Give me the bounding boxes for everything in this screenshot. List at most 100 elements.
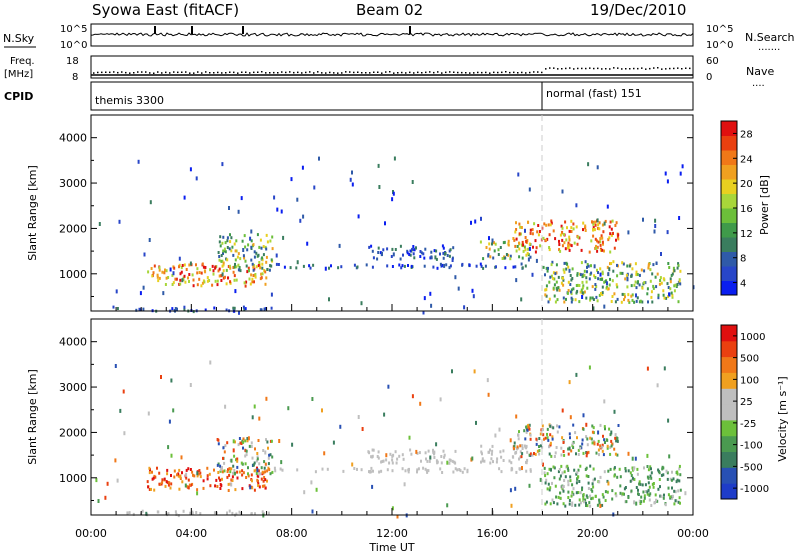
velocity-echo	[564, 504, 567, 508]
power-echo	[158, 266, 161, 270]
power-echo	[616, 263, 618, 267]
power-echo	[222, 261, 225, 265]
velocity-echo	[192, 473, 194, 477]
nave-dot	[413, 72, 415, 74]
nave-dot	[293, 71, 295, 74]
velocity-echo	[326, 467, 329, 471]
power-echo	[489, 255, 492, 259]
power-echo	[571, 267, 574, 271]
power-echo	[545, 223, 548, 227]
velocity-echo	[547, 438, 550, 442]
velocity-echo	[671, 496, 674, 500]
power-echo	[614, 224, 617, 227]
velocity-echo	[181, 471, 183, 475]
velocity-echo	[488, 450, 491, 454]
velocity-echo	[263, 476, 266, 479]
velocity-echo	[545, 500, 548, 504]
power-echoes	[98, 156, 695, 315]
velocity-echo	[611, 489, 614, 493]
nave-dot	[157, 71, 159, 73]
power-echo	[371, 249, 374, 253]
power-echo	[192, 278, 195, 282]
velocity-echo	[571, 483, 574, 487]
power-echo	[594, 283, 597, 286]
velocity-echo	[535, 442, 538, 446]
velocity-echo	[613, 474, 616, 478]
velocity-echo	[629, 471, 632, 475]
velocity-echo	[676, 472, 679, 476]
velocity-ytick-label: 4000	[59, 336, 87, 349]
power-echo	[164, 283, 167, 286]
power-echo	[636, 296, 639, 300]
power-echo-sparse	[195, 176, 198, 181]
power-echo-sparse	[434, 255, 437, 260]
nave-dot	[325, 72, 327, 74]
velocity-echo	[271, 455, 274, 459]
velocity-echo-sparse	[610, 430, 613, 435]
velocity-echo	[158, 482, 161, 486]
velocity-echo	[380, 460, 383, 464]
power-echo	[252, 263, 255, 267]
power-echo	[514, 230, 517, 234]
velocity-echo	[585, 466, 588, 470]
power-echo-sparse	[653, 229, 656, 234]
power-echo	[505, 253, 508, 256]
power-echo	[592, 298, 595, 301]
velocity-echo-sparse	[494, 433, 497, 438]
nave-dot	[597, 67, 599, 70]
power-echo	[568, 248, 571, 252]
velocity-echo	[463, 467, 466, 471]
power-echo-sparse	[422, 310, 425, 315]
power-echo	[270, 306, 273, 310]
velocity-echo	[567, 468, 570, 472]
power-echo	[175, 277, 178, 281]
velocity-echo	[535, 437, 538, 441]
power-echo	[651, 272, 654, 276]
power-echo	[261, 266, 264, 270]
power-echo	[671, 295, 674, 299]
velocity-echo	[175, 512, 178, 516]
velocity-echo	[263, 484, 266, 488]
power-echo-sparse	[531, 272, 534, 277]
power-echo	[235, 239, 238, 243]
power-echo	[578, 284, 581, 287]
velocity-echo	[202, 479, 205, 483]
velocity-echo	[541, 445, 544, 449]
power-echo	[264, 245, 267, 249]
velocity-echo	[606, 490, 609, 494]
velocity-echo	[191, 482, 194, 486]
power-echo	[584, 260, 587, 264]
velocity-echo	[480, 450, 483, 454]
velocity-echo	[193, 474, 196, 478]
nave-dot	[585, 67, 587, 70]
velocity-echo	[569, 479, 572, 483]
power-echo	[581, 280, 584, 284]
power-echo	[588, 277, 591, 281]
power-echo	[521, 243, 523, 247]
velocity-echo-sparse	[323, 451, 326, 456]
velocity-echo	[566, 464, 569, 468]
nave-dot	[197, 71, 199, 73]
velocity-echo	[608, 427, 611, 431]
velocity-echo	[187, 486, 190, 490]
velocity-echo	[606, 438, 609, 442]
nave-dot	[429, 71, 431, 73]
velocity-echo	[236, 470, 239, 474]
velocity-echo-sparse	[403, 482, 406, 487]
power-echo	[183, 263, 186, 267]
power-colorbar-tick-label: 8	[740, 254, 746, 265]
velocity-echo	[257, 484, 260, 487]
power-echo	[609, 250, 612, 254]
power-echo	[638, 273, 641, 277]
power-colorbar-tick-label: 12	[740, 229, 753, 240]
velocity-echo	[560, 446, 563, 450]
power-echo	[597, 240, 600, 244]
power-echo	[218, 267, 221, 271]
power-echo	[271, 235, 274, 239]
velocity-echo	[254, 512, 256, 516]
velocity-echo	[404, 469, 407, 473]
power-echo	[616, 285, 619, 289]
velocity-echo	[579, 446, 582, 450]
velocity-echo	[452, 470, 455, 474]
nave-dot	[137, 71, 139, 73]
